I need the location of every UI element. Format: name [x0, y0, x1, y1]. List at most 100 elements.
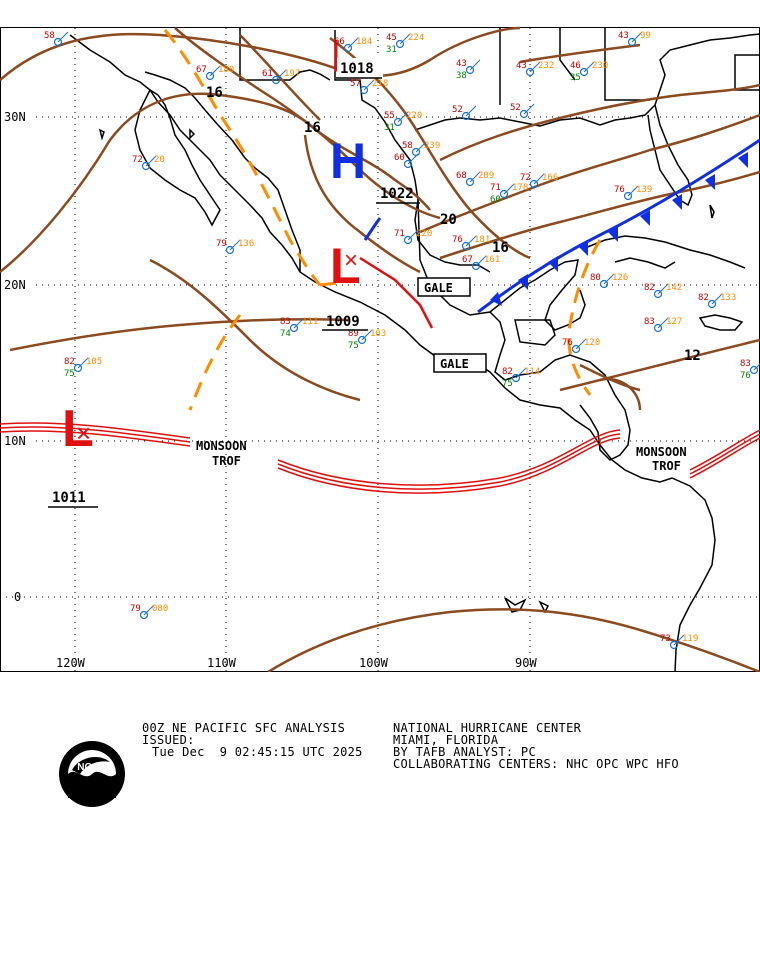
wind-barb-icon	[465, 105, 477, 117]
station-circle-icon	[499, 189, 509, 199]
station-plot: 71 60 178	[490, 183, 528, 205]
station-pressure: 119	[682, 634, 698, 644]
station-temperature: 52	[510, 103, 521, 113]
station-plot: 89 75 103	[348, 329, 386, 351]
station-temperature: 76	[614, 185, 625, 195]
wind-barb-icon	[583, 61, 595, 73]
station-pressure: 230	[592, 61, 608, 71]
station-dewpoint: 31	[384, 123, 395, 133]
low-center-cross-icon-west: ×	[76, 418, 91, 448]
station-circle-icon	[627, 37, 637, 47]
isobar-value-label: 20	[440, 212, 457, 228]
station-circle-icon	[707, 299, 717, 309]
station-circle-icon	[53, 37, 63, 47]
station-plot: 60	[394, 153, 419, 169]
station-temperature: 43	[618, 31, 629, 41]
station-plot: 79 136	[216, 239, 254, 255]
station-pressure: 218	[372, 79, 388, 89]
station-pressure: 184	[356, 37, 372, 47]
station-pressure: 220	[416, 229, 432, 239]
station-circle-icon	[403, 235, 413, 245]
analyst-credit: BY TAFB ANALYST: PC	[393, 745, 536, 759]
station-pressure: 136	[238, 239, 254, 249]
station-plot: 58	[44, 31, 69, 47]
wind-barb-icon	[503, 183, 515, 195]
latitude-label: 30N	[4, 110, 26, 124]
station-circle-icon	[141, 161, 151, 171]
station-temperature: 71	[394, 229, 405, 239]
wind-barb-icon	[711, 293, 723, 305]
station-circle-icon	[357, 335, 367, 345]
station-plot: 67 180	[196, 65, 234, 81]
low-trough-line	[359, 256, 434, 329]
low-pressure-value-west: 1011	[52, 490, 86, 506]
station-temperature: 82	[502, 367, 513, 377]
station-pressure: 232	[538, 61, 554, 71]
wind-barb-icon	[627, 185, 639, 197]
station-circle-icon	[139, 610, 149, 620]
isobars	[0, 26, 760, 672]
station-circle-icon	[289, 323, 299, 333]
station-pressure: 220	[406, 111, 422, 121]
wind-barb-icon	[57, 31, 69, 43]
station-circle-icon	[511, 373, 521, 383]
issued-timestamp: Tue Dec 9 02:45:15 UTC 2025	[152, 745, 363, 759]
station-circle-icon	[205, 71, 215, 81]
station-pressure: 139	[636, 185, 652, 195]
wind-barb-icon	[657, 283, 669, 295]
wind-barb-icon	[673, 634, 685, 646]
wind-barb-icon	[575, 338, 587, 350]
wind-barb-icon	[657, 317, 669, 329]
wind-barb-icon	[399, 33, 411, 45]
station-dewpoint: 76	[740, 371, 751, 381]
station-circle-icon	[579, 67, 589, 77]
station-temperature: 83	[740, 359, 751, 369]
station-temperature: 79	[130, 604, 141, 614]
gale-warning-box	[417, 277, 471, 297]
station-pressure: 197	[284, 69, 300, 79]
low-pressure-value: 1009	[326, 314, 360, 330]
station-plot: 45 31 224	[386, 33, 424, 55]
monsoon-trof-label-line1: MONSOON	[196, 439, 247, 453]
station-plot: 57 218	[350, 79, 388, 95]
station-plot: 43 99	[618, 31, 651, 47]
station-plot: 76 181	[452, 235, 490, 251]
station-plot: 43 232	[516, 61, 554, 77]
station-pressure: 111	[302, 317, 318, 327]
station-temperature: 73	[660, 634, 671, 644]
high-pressure-value: 1022	[380, 186, 414, 202]
station-pressure: 166	[542, 173, 558, 183]
station-temperature: 57	[350, 79, 361, 89]
wind-barb-icon	[363, 79, 375, 91]
station-temperature: 67	[196, 65, 207, 75]
station-pressure: 209	[478, 171, 494, 181]
cold-front	[363, 138, 760, 314]
station-pressure: 224	[408, 33, 424, 43]
station-pressure: 080	[152, 604, 168, 614]
station-pressure: 120	[584, 338, 600, 348]
station-plot: 82 133	[698, 293, 736, 309]
station-temperature: 76	[452, 235, 463, 245]
station-plot: 76 120	[562, 338, 600, 354]
small-high-box	[337, 58, 383, 78]
high-pressure-symbol: H	[330, 133, 366, 189]
collaborating-centers: COLLABORATING CENTERS: NHC OPC WPC HFO	[393, 757, 679, 771]
station-temperature: 68	[456, 171, 467, 181]
station-circle-icon	[461, 111, 471, 121]
latitude-label: 0	[14, 590, 21, 604]
lat-label-bg	[2, 434, 36, 448]
graticule	[0, 28, 760, 672]
isobar-value-label: 16	[304, 120, 321, 136]
station-plot: 82 142	[644, 283, 682, 299]
station-dewpoint: 75	[348, 341, 359, 351]
station-pressure: 133	[720, 293, 736, 303]
station-pressure: 99	[640, 31, 651, 41]
station-circle-icon	[403, 159, 413, 169]
wind-barb-icon	[407, 153, 419, 165]
station-temperature: 43	[516, 61, 527, 71]
station-plot: 73 119	[660, 634, 698, 650]
station-circle-icon	[271, 75, 281, 85]
